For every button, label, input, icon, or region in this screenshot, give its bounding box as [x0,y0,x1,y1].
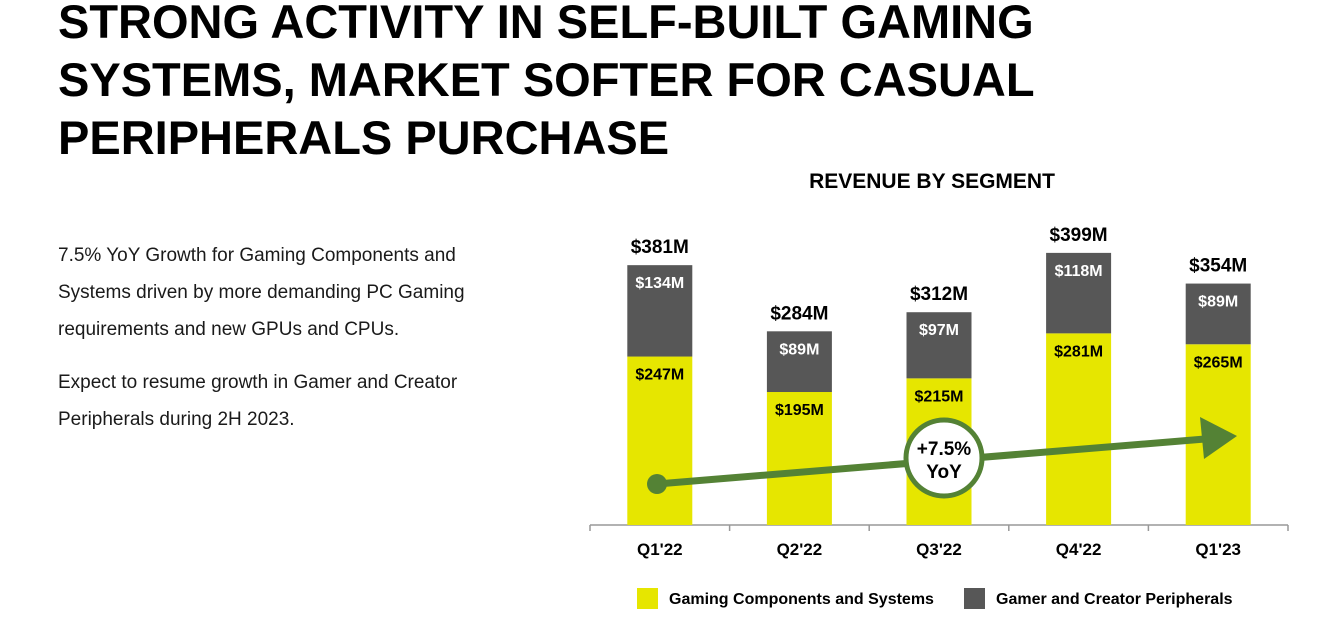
body-text: Peripherals during 2H 2023. [58,409,295,430]
growth-arrow: +7.5%YoY [647,417,1237,499]
body-text: requirements and new GPUs and CPUs. [58,319,399,340]
value-label: $247M [635,367,684,384]
value-label: $265M [1194,354,1243,371]
x-tick-label: Q1'23 [1195,540,1241,559]
legend-label: Gamer and Creator Peripherals [996,591,1233,608]
body-text: 7.5% YoY Growth for Gaming Components an… [58,245,456,266]
bar-segment [1185,283,1251,345]
x-tick-label: Q3'22 [916,540,962,559]
legend-swatch [964,588,985,609]
slide-title: STRONG ACTIVITY IN SELF-BUILT GAMING [58,0,1034,48]
value-label: $89M [1198,294,1238,311]
bar-segment [627,265,693,357]
total-label: $312M [910,284,968,305]
body-text: Expect to resume growth in Gamer and Cre… [58,372,458,393]
total-label: $399M [1050,225,1108,246]
total-label: $381M [631,237,689,258]
bar-segment [1046,333,1112,525]
total-label: $284M [770,303,828,324]
legend-swatch [637,588,658,609]
chart-title: REVENUE BY SEGMENT [809,170,1055,193]
slide-title: PERIPHERALS PURCHASE [58,111,669,164]
annotation: +7.5% [917,439,972,460]
legend-label: Gaming Components and Systems [669,591,934,608]
value-label: $97M [919,322,959,339]
value-label: $134M [635,275,684,292]
value-label: $89M [779,341,819,358]
bar-segment [627,356,693,525]
bar-segment [906,312,972,379]
bar-segment [766,331,832,393]
bar-segment [766,392,832,525]
x-tick-label: Q2'22 [777,540,823,559]
value-label: $215M [915,388,964,405]
value-label: $281M [1054,343,1103,360]
value-label: $118M [1055,263,1103,280]
x-tick-label: Q4'22 [1056,540,1102,559]
x-tick-label: Q1'22 [637,540,683,559]
arrow-start [647,474,667,494]
slide-title: SYSTEMS, MARKET SOFTER FOR CASUAL [58,53,1035,106]
annotation: YoY [926,462,962,483]
total-label: $354M [1189,256,1247,277]
body-text: Systems driven by more demanding PC Gami… [58,282,465,303]
bar-segment [1046,252,1112,334]
arrow-head [1200,417,1237,459]
yoy-badge [903,417,985,499]
value-label: $195M [775,402,824,419]
